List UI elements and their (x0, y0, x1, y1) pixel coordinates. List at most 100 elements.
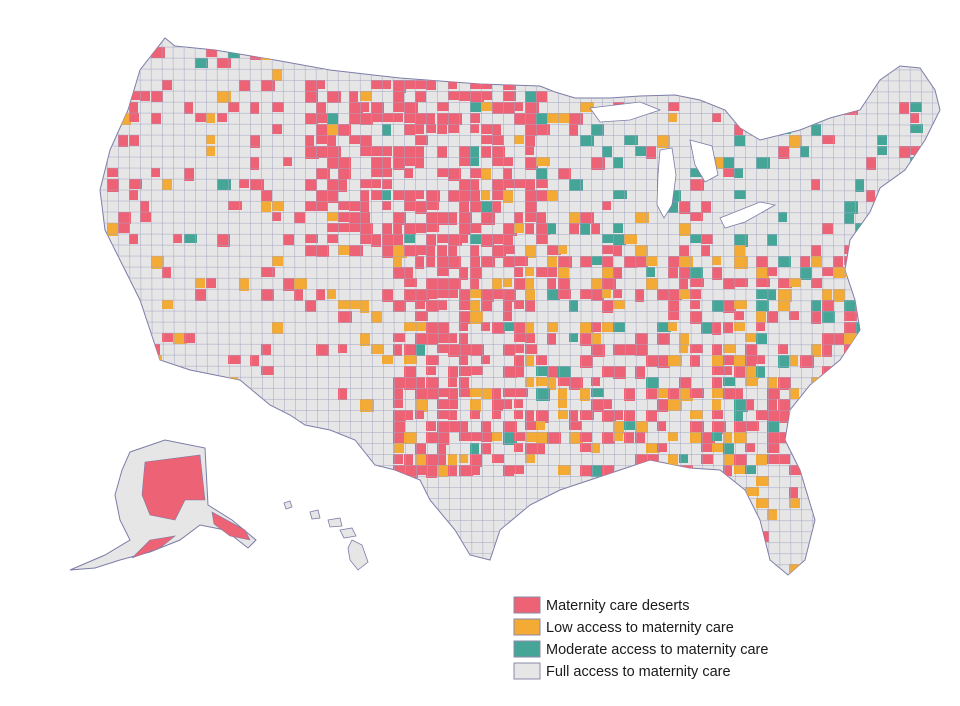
county-patch (338, 388, 347, 400)
county-patch (602, 366, 613, 377)
county-patch (580, 289, 592, 299)
county-patch (525, 355, 534, 366)
county-patch (481, 256, 495, 267)
county-patch (492, 410, 501, 419)
county-patch (415, 311, 428, 321)
county-patch (734, 256, 748, 269)
county-patch (712, 366, 723, 375)
county-patch (173, 234, 182, 243)
county-patch (228, 47, 240, 58)
county-patch (195, 113, 206, 122)
county-patch (745, 487, 759, 496)
county-patch (459, 333, 468, 345)
county-patch (459, 190, 470, 201)
county-patch (767, 234, 777, 246)
county-patch (327, 135, 336, 146)
county-patch (481, 388, 495, 399)
county-patch (448, 410, 457, 420)
county-patch (668, 355, 682, 366)
county-patch (459, 377, 469, 388)
county-patch (734, 135, 745, 146)
county-patch (525, 212, 536, 222)
county-patch (602, 245, 615, 254)
county-patch (844, 300, 857, 312)
county-patch (437, 399, 448, 409)
county-patch (525, 333, 535, 343)
county-patch (371, 80, 384, 89)
county-patch (811, 465, 822, 477)
county-patch (426, 190, 440, 202)
county-patch (481, 102, 493, 111)
county-patch (415, 190, 424, 199)
county-patch (503, 300, 512, 311)
county-patch (437, 454, 446, 466)
county-patch (756, 410, 768, 420)
county-patch (492, 399, 503, 411)
county-patch (679, 377, 691, 388)
county-patch (646, 377, 659, 388)
county-patch (811, 124, 821, 136)
county-patch (756, 278, 770, 287)
county-patch (426, 234, 436, 246)
county-patch (481, 234, 494, 247)
county-patch (459, 388, 473, 397)
county-patch (811, 300, 821, 312)
county-patch (756, 267, 769, 279)
county-patch (525, 245, 536, 258)
county-patch (404, 245, 418, 256)
county-patch (525, 190, 537, 202)
county-patch (415, 157, 424, 168)
county-patch (492, 179, 506, 192)
county-patch (459, 201, 469, 212)
county-patch (756, 531, 769, 542)
county-patch (756, 311, 766, 323)
county-patch (624, 135, 638, 145)
county-patch (668, 432, 678, 441)
county-patch (613, 410, 623, 420)
county-patch (899, 102, 909, 114)
county-patch (514, 333, 527, 342)
county-patch (701, 234, 713, 244)
county-patch (536, 421, 545, 430)
county-patch (393, 300, 406, 312)
county-patch (646, 388, 657, 399)
county-patch (811, 432, 822, 443)
county-patch (492, 157, 506, 166)
county-patch (426, 465, 437, 478)
county-patch (404, 355, 417, 364)
county-patch (481, 201, 495, 214)
county-patch (437, 410, 449, 419)
county-patch (591, 443, 600, 453)
county-patch (448, 289, 458, 298)
county-patch (492, 190, 503, 200)
county-patch (415, 245, 427, 255)
county-patch (525, 454, 535, 463)
county-patch (668, 289, 682, 300)
county-patch (877, 146, 887, 155)
county-patch (327, 223, 338, 232)
county-patch (481, 190, 490, 200)
county-patch (855, 454, 865, 465)
county-patch (382, 355, 393, 364)
county-patch (712, 443, 724, 452)
county-patch (481, 322, 490, 331)
county-patch (470, 190, 480, 201)
county-patch (470, 443, 479, 454)
county-patch (316, 245, 329, 257)
county-patch (547, 322, 558, 332)
county-patch (525, 377, 534, 387)
county-patch (635, 344, 648, 356)
county-patch (822, 366, 835, 376)
county-patch (404, 454, 413, 466)
county-patch (327, 113, 338, 124)
county-patch (602, 300, 613, 313)
county-patch (404, 289, 418, 302)
county-patch (910, 201, 921, 213)
county-patch (393, 399, 403, 408)
county-patch (371, 179, 381, 188)
county-patch (151, 366, 161, 379)
county-patch (547, 366, 559, 378)
county-patch (811, 278, 822, 288)
county-patch (536, 366, 549, 376)
county-patch (272, 102, 284, 112)
